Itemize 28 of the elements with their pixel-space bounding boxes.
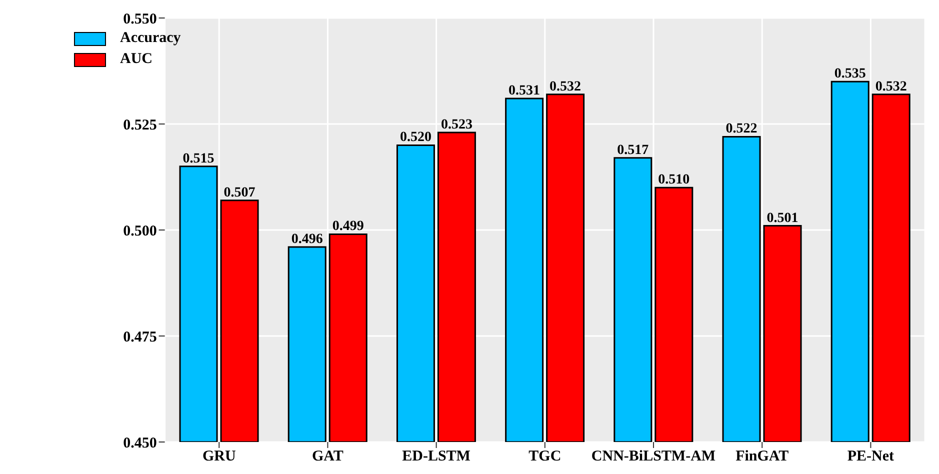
data-label: 0.496	[291, 232, 323, 247]
data-label: 0.499	[332, 219, 364, 234]
x-tick-label: ED-LSTM	[402, 448, 470, 465]
data-label: 0.522	[726, 122, 758, 137]
y-tick-label: 0.550	[123, 11, 157, 28]
data-label: 0.532	[550, 79, 582, 94]
data-label: 0.535	[834, 66, 866, 82]
y-tick-label: 0.475	[123, 329, 157, 346]
x-tick-label: TGC	[528, 448, 562, 465]
data-label: 0.501	[766, 210, 798, 226]
data-label: 0.517	[617, 142, 649, 158]
data-label: 0.523	[440, 117, 472, 132]
x-tick-label: GAT	[312, 448, 344, 465]
x-tick-label: PE-Net	[847, 448, 894, 465]
data-label: 0.515	[182, 151, 214, 166]
data-label: 0.510	[658, 172, 690, 188]
legend-label: AUC	[120, 51, 152, 68]
data-label: 0.532	[875, 79, 907, 94]
data-label: 0.520	[400, 130, 432, 146]
x-tick-label: CNN-BiLSTM-AM	[591, 448, 716, 465]
data-label: 0.507	[224, 185, 256, 200]
legend-label: Accuracy	[120, 30, 181, 47]
data-label: 0.531	[508, 84, 540, 99]
x-tick-label: FinGAT	[736, 448, 789, 465]
x-tick-label: GRU	[202, 448, 236, 465]
y-tick-label: 0.450	[123, 435, 157, 452]
y-tick-label: 0.525	[123, 117, 157, 134]
y-tick-label: 0.500	[123, 223, 157, 240]
